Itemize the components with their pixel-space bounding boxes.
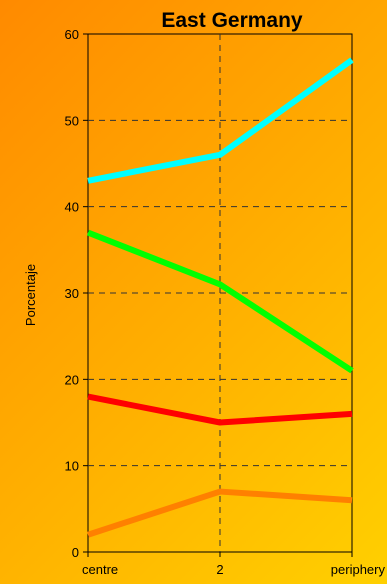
y-tick-label: 10 xyxy=(65,459,79,474)
y-axis-label: Porcentaje xyxy=(23,264,38,326)
grid-lines xyxy=(88,34,352,552)
y-tick-label: 20 xyxy=(65,372,79,387)
series-layer xyxy=(86,57,354,538)
y-tick-label: 40 xyxy=(65,200,79,215)
y-tick-label: 60 xyxy=(65,27,79,42)
y-axis-ticks: 0 10 20 30 40 50 60 xyxy=(65,27,88,560)
x-tick-label: 2 xyxy=(216,562,223,577)
x-tick-label: centre xyxy=(82,562,118,577)
chart-title: East Germany xyxy=(161,9,303,32)
y-tick-label: 30 xyxy=(65,286,79,301)
y-tick-label: 50 xyxy=(65,113,79,128)
x-axis-ticks: centre 2 periphery xyxy=(82,552,385,577)
x-tick-label: periphery xyxy=(331,562,386,577)
y-tick-label: 0 xyxy=(72,545,79,560)
